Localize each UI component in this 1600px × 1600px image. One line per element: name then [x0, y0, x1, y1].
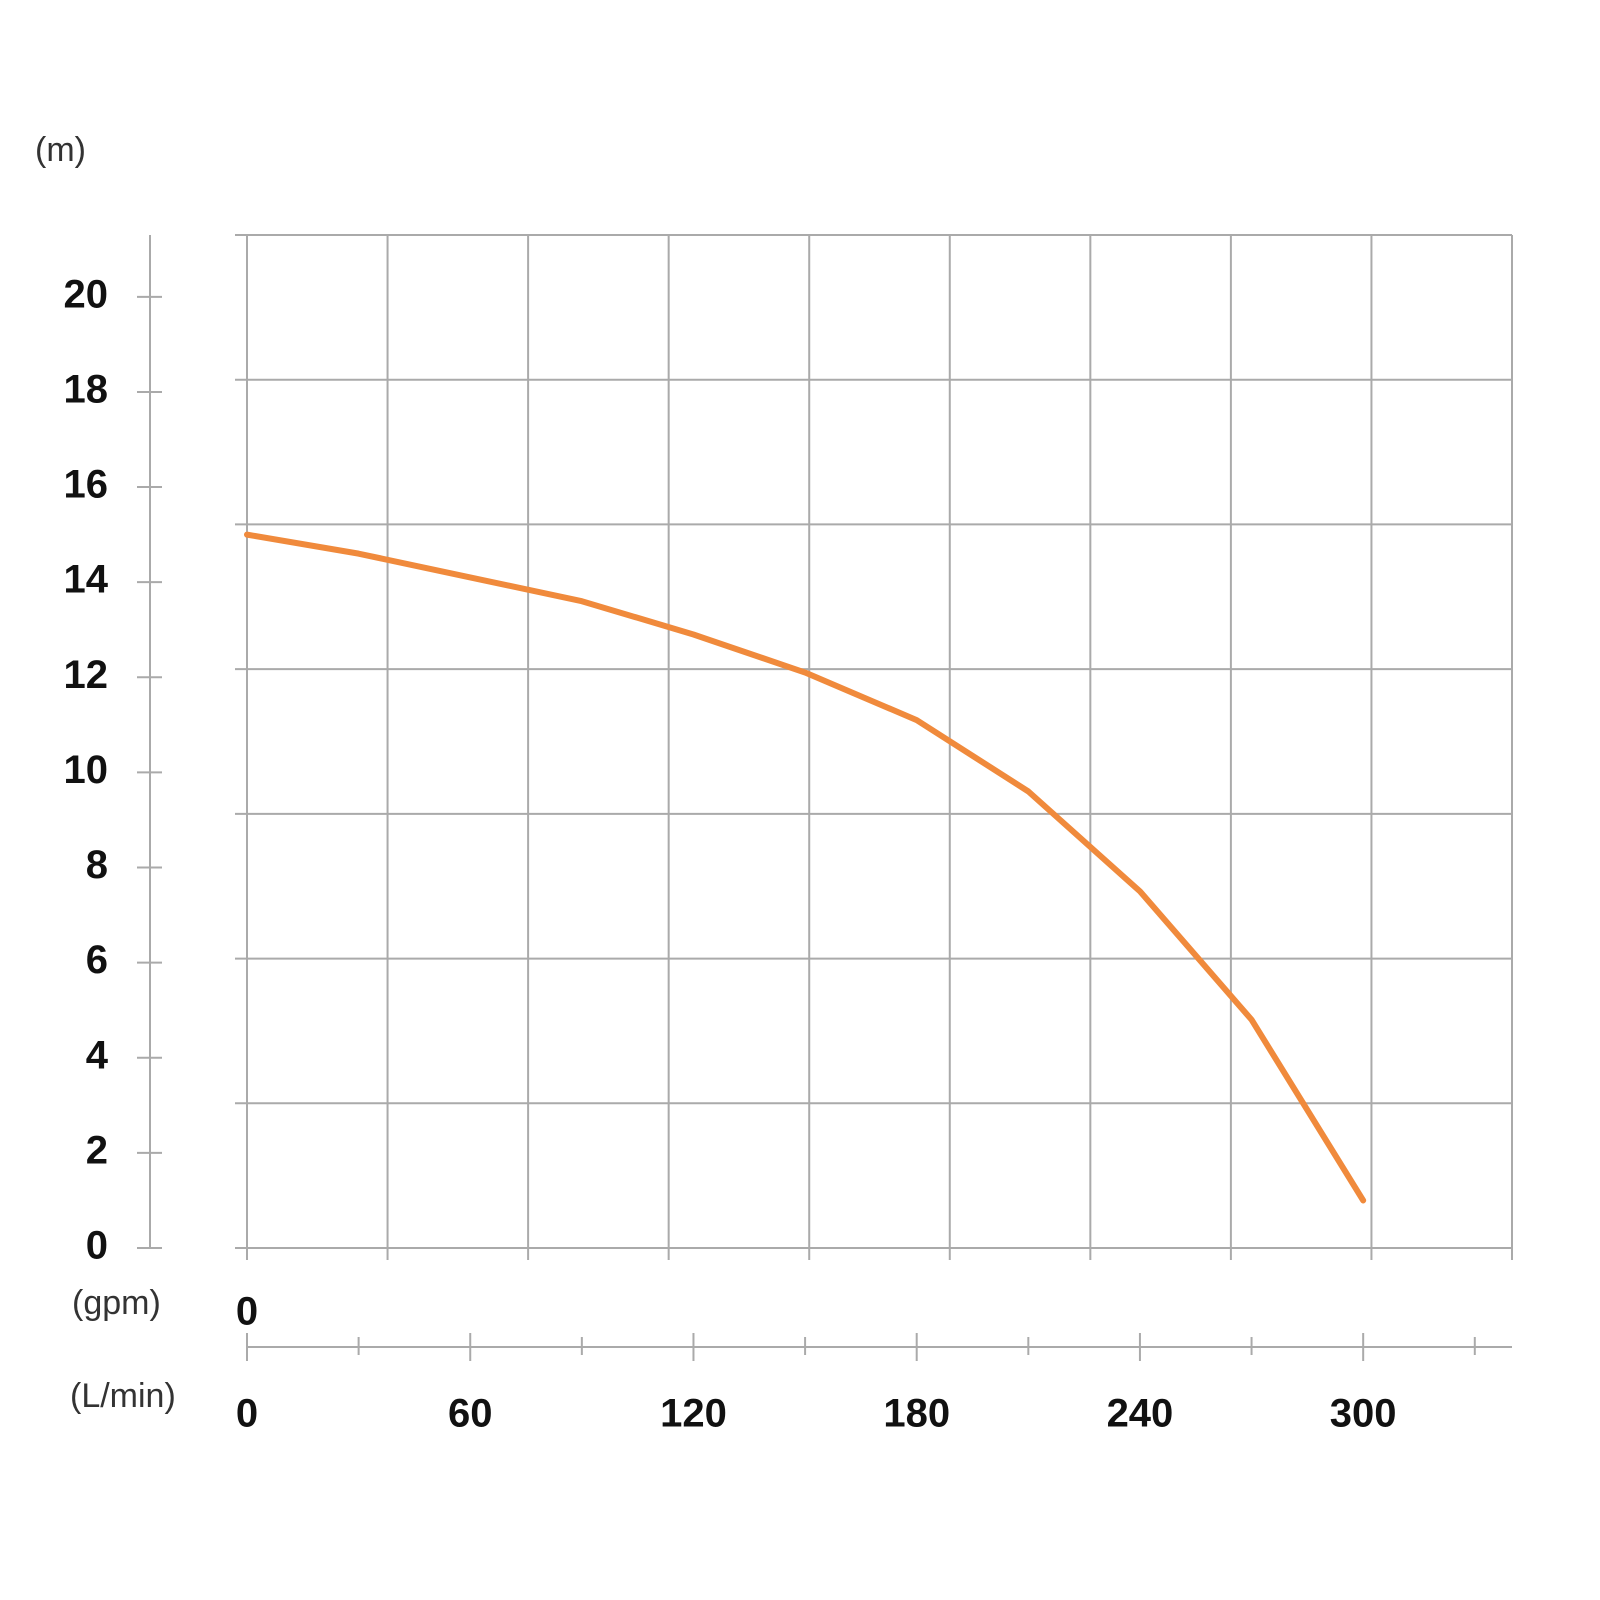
y-tick-label: 4 [86, 1033, 109, 1077]
x-tick-label: 240 [1107, 1392, 1174, 1436]
y-tick-label: 20 [64, 272, 109, 316]
y-tick-label: 2 [86, 1128, 108, 1172]
y-tick-label: 16 [64, 463, 109, 507]
x2-tick-label: 0 [236, 1290, 258, 1334]
y-tick-label: 12 [64, 653, 109, 697]
y-axis-label: (m) [35, 131, 86, 169]
x-tick-label: 300 [1330, 1392, 1397, 1436]
y-tick-label: 8 [86, 843, 108, 887]
y-tick-label: 6 [86, 938, 108, 982]
x2-axis-label: (gpm) [72, 1284, 161, 1322]
x-tick-label: 60 [448, 1392, 493, 1436]
x-tick-label: 0 [236, 1392, 258, 1436]
y-tick-label: 18 [64, 368, 109, 412]
x-tick-label: 180 [883, 1392, 950, 1436]
x-tick-label: 120 [660, 1392, 727, 1436]
y-tick-label: 10 [64, 748, 109, 792]
y-tick-label: 0 [86, 1224, 108, 1268]
pump-curve [244, 531, 1367, 1204]
y-tick-label: 14 [64, 558, 109, 602]
x-axis-label: (L/min) [70, 1377, 176, 1415]
